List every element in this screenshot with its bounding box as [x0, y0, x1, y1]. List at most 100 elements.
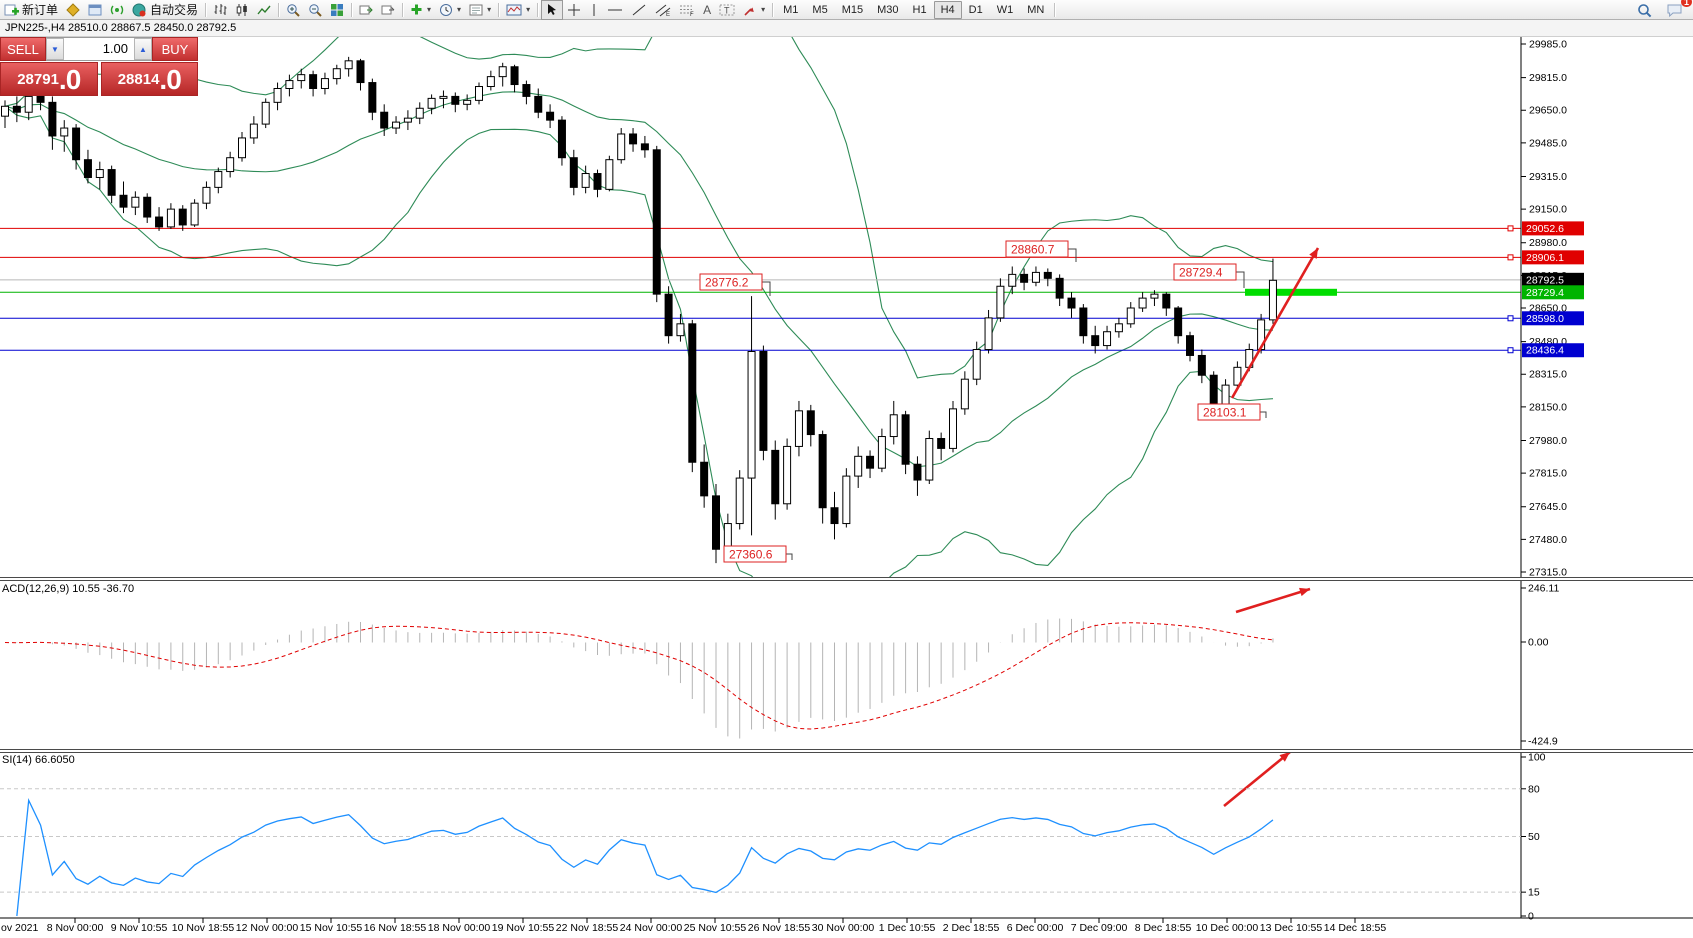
new-order-button[interactable]: 新订单	[0, 1, 62, 19]
timeframe-M30[interactable]: M30	[877, 3, 899, 16]
macd-panel-divider[interactable]	[0, 577, 1693, 581]
rsi-indicator-label: SI(14) 66.6050	[2, 754, 75, 766]
svg-text:8 Dec 18:55: 8 Dec 18:55	[1135, 922, 1192, 934]
add-indicator-button[interactable]: ▾	[406, 1, 435, 19]
time-axis[interactable]: ov 2021 8 Nov 00:00 9 Nov 10:55 10 Nov 18:5…	[0, 917, 1693, 934]
price-annotation[interactable]: 27360.6	[723, 545, 793, 563]
svg-text:16 Nov 18:55: 16 Nov 18:55	[364, 922, 427, 934]
line-endpoint-handle[interactable]	[1507, 254, 1514, 261]
toolbar-separator	[772, 2, 774, 17]
cursor-icon	[546, 3, 558, 16]
sell-price-display[interactable]: 28791.0	[0, 62, 98, 96]
toolbar-right-group: 1	[1633, 0, 1692, 19]
svg-text:28729.4: 28729.4	[1526, 287, 1564, 299]
trend-arrows[interactable]	[1223, 587, 1311, 808]
arrows-tool[interactable]: ▾	[739, 1, 769, 19]
svg-text:24 Nov 00:00: 24 Nov 00:00	[620, 922, 683, 934]
chart-shift-button[interactable]	[377, 1, 399, 19]
timeframe-H1[interactable]: H1	[912, 3, 927, 16]
horizontal-line-tool[interactable]	[603, 1, 627, 19]
svg-text:27980.0: 27980.0	[1529, 435, 1567, 447]
price-annotation[interactable]: 28103.1	[1197, 403, 1267, 421]
timeframe-M15[interactable]: M15	[841, 3, 864, 16]
line-chart-button[interactable]	[253, 1, 275, 19]
template-button[interactable]: ▾	[465, 1, 495, 19]
svg-text:F: F	[690, 12, 694, 17]
line-endpoint-handle[interactable]	[1507, 315, 1514, 322]
zoom-in-icon	[286, 3, 300, 17]
autotrade-button[interactable]: 自动交易	[128, 1, 202, 19]
text-tool[interactable]: A	[699, 1, 715, 19]
cursor-tool[interactable]	[541, 0, 564, 20]
svg-text:6 Dec 00:00: 6 Dec 00:00	[1007, 922, 1064, 934]
toolbar-separator	[205, 2, 207, 17]
line-endpoint-handle[interactable]	[1507, 225, 1514, 232]
one-click-trading-panel: SELL ▼ 1.00 ▲ BUY 28791.0 28814.0	[0, 37, 198, 96]
indicator-window-button[interactable]: ▾	[502, 1, 534, 19]
svg-text:29315.0: 29315.0	[1529, 171, 1567, 183]
svg-text:29485.0: 29485.0	[1529, 137, 1567, 149]
zoom-out-button[interactable]	[304, 1, 326, 19]
trendline-tool[interactable]	[627, 1, 651, 19]
timeframe-H4[interactable]: H4	[933, 0, 962, 19]
notifications-button[interactable]: 1	[1662, 0, 1692, 19]
buy-price-display[interactable]: 28814.0	[100, 62, 198, 96]
dropdown-arrow-icon: ▾	[427, 5, 432, 14]
candles-layer	[1, 56, 1277, 564]
period-button[interactable]: ▾	[435, 1, 465, 19]
zoom-in-button[interactable]	[282, 1, 304, 19]
bar-chart-button[interactable]	[209, 1, 231, 19]
svg-text:28150.0: 28150.0	[1529, 401, 1567, 413]
vertical-line-tool[interactable]	[585, 1, 603, 19]
svg-text:28980.0: 28980.0	[1529, 237, 1567, 249]
line-endpoint-handle[interactable]	[1507, 347, 1514, 354]
clock-icon	[439, 3, 453, 17]
volume-increase-button[interactable]: ▲	[134, 38, 152, 60]
crosshair-tool[interactable]	[563, 1, 585, 19]
auto-scroll-button[interactable]	[355, 1, 377, 19]
svg-text:246.11: 246.11	[1528, 583, 1559, 595]
text-label-tool[interactable]: T	[715, 1, 739, 19]
fibonacci-icon: F	[679, 3, 695, 17]
price-axis[interactable]: 29985.0 29815.0 29650.0 29485.0 29315.0 29150…	[1520, 36, 1584, 923]
bar-chart-icon	[213, 3, 227, 17]
svg-text:E: E	[666, 12, 670, 17]
timeframe-M5[interactable]: M5	[812, 3, 828, 16]
price-annotation[interactable]: 28729.4	[1173, 263, 1245, 288]
vertical-line-icon	[589, 3, 599, 17]
volume-decrease-button[interactable]: ▼	[46, 38, 64, 60]
search-button[interactable]	[1633, 1, 1656, 19]
rsi-panel-divider[interactable]	[0, 749, 1693, 753]
sell-button[interactable]: SELL	[0, 37, 46, 61]
timeframe-D1[interactable]: D1	[968, 3, 983, 16]
timeframe-W1[interactable]: W1	[996, 3, 1014, 16]
tile-windows-button[interactable]	[326, 1, 348, 19]
autotrade-label: 自动交易	[150, 3, 199, 17]
timeframe-M1[interactable]: M1	[783, 3, 799, 16]
candlestick-chart-button[interactable]	[231, 1, 253, 19]
fibonacci-tool[interactable]: F	[675, 1, 699, 19]
autotrade-icon	[132, 3, 147, 17]
buy-button[interactable]: BUY	[152, 37, 198, 61]
svg-text:28436.4: 28436.4	[1526, 345, 1564, 357]
toolbar-separator	[498, 2, 500, 17]
chart-window-button[interactable]	[84, 1, 106, 19]
dropdown-arrow-icon: ▾	[761, 5, 766, 14]
svg-text:28598.0: 28598.0	[1526, 313, 1564, 325]
svg-text:-424.9: -424.9	[1528, 736, 1558, 748]
volume-input[interactable]: 1.00	[102, 41, 128, 56]
equidistant-channel-tool[interactable]: E	[651, 1, 675, 19]
price-annotation[interactable]: 28860.7	[1005, 240, 1077, 262]
search-icon	[1637, 3, 1652, 18]
support-highlight-zone[interactable]	[1245, 288, 1337, 296]
buy-price-pips: .0	[159, 64, 181, 95]
market-watch-button[interactable]	[62, 1, 84, 19]
macd-signal-line	[4, 622, 1274, 730]
svg-text:29150.0: 29150.0	[1529, 204, 1567, 216]
signals-button[interactable]	[106, 1, 128, 19]
price-annotation[interactable]: 28776.2	[699, 273, 771, 296]
svg-text:29815.0: 29815.0	[1529, 72, 1567, 84]
timeframe-MN[interactable]: MN	[1027, 3, 1045, 16]
tile-windows-icon	[330, 3, 344, 17]
